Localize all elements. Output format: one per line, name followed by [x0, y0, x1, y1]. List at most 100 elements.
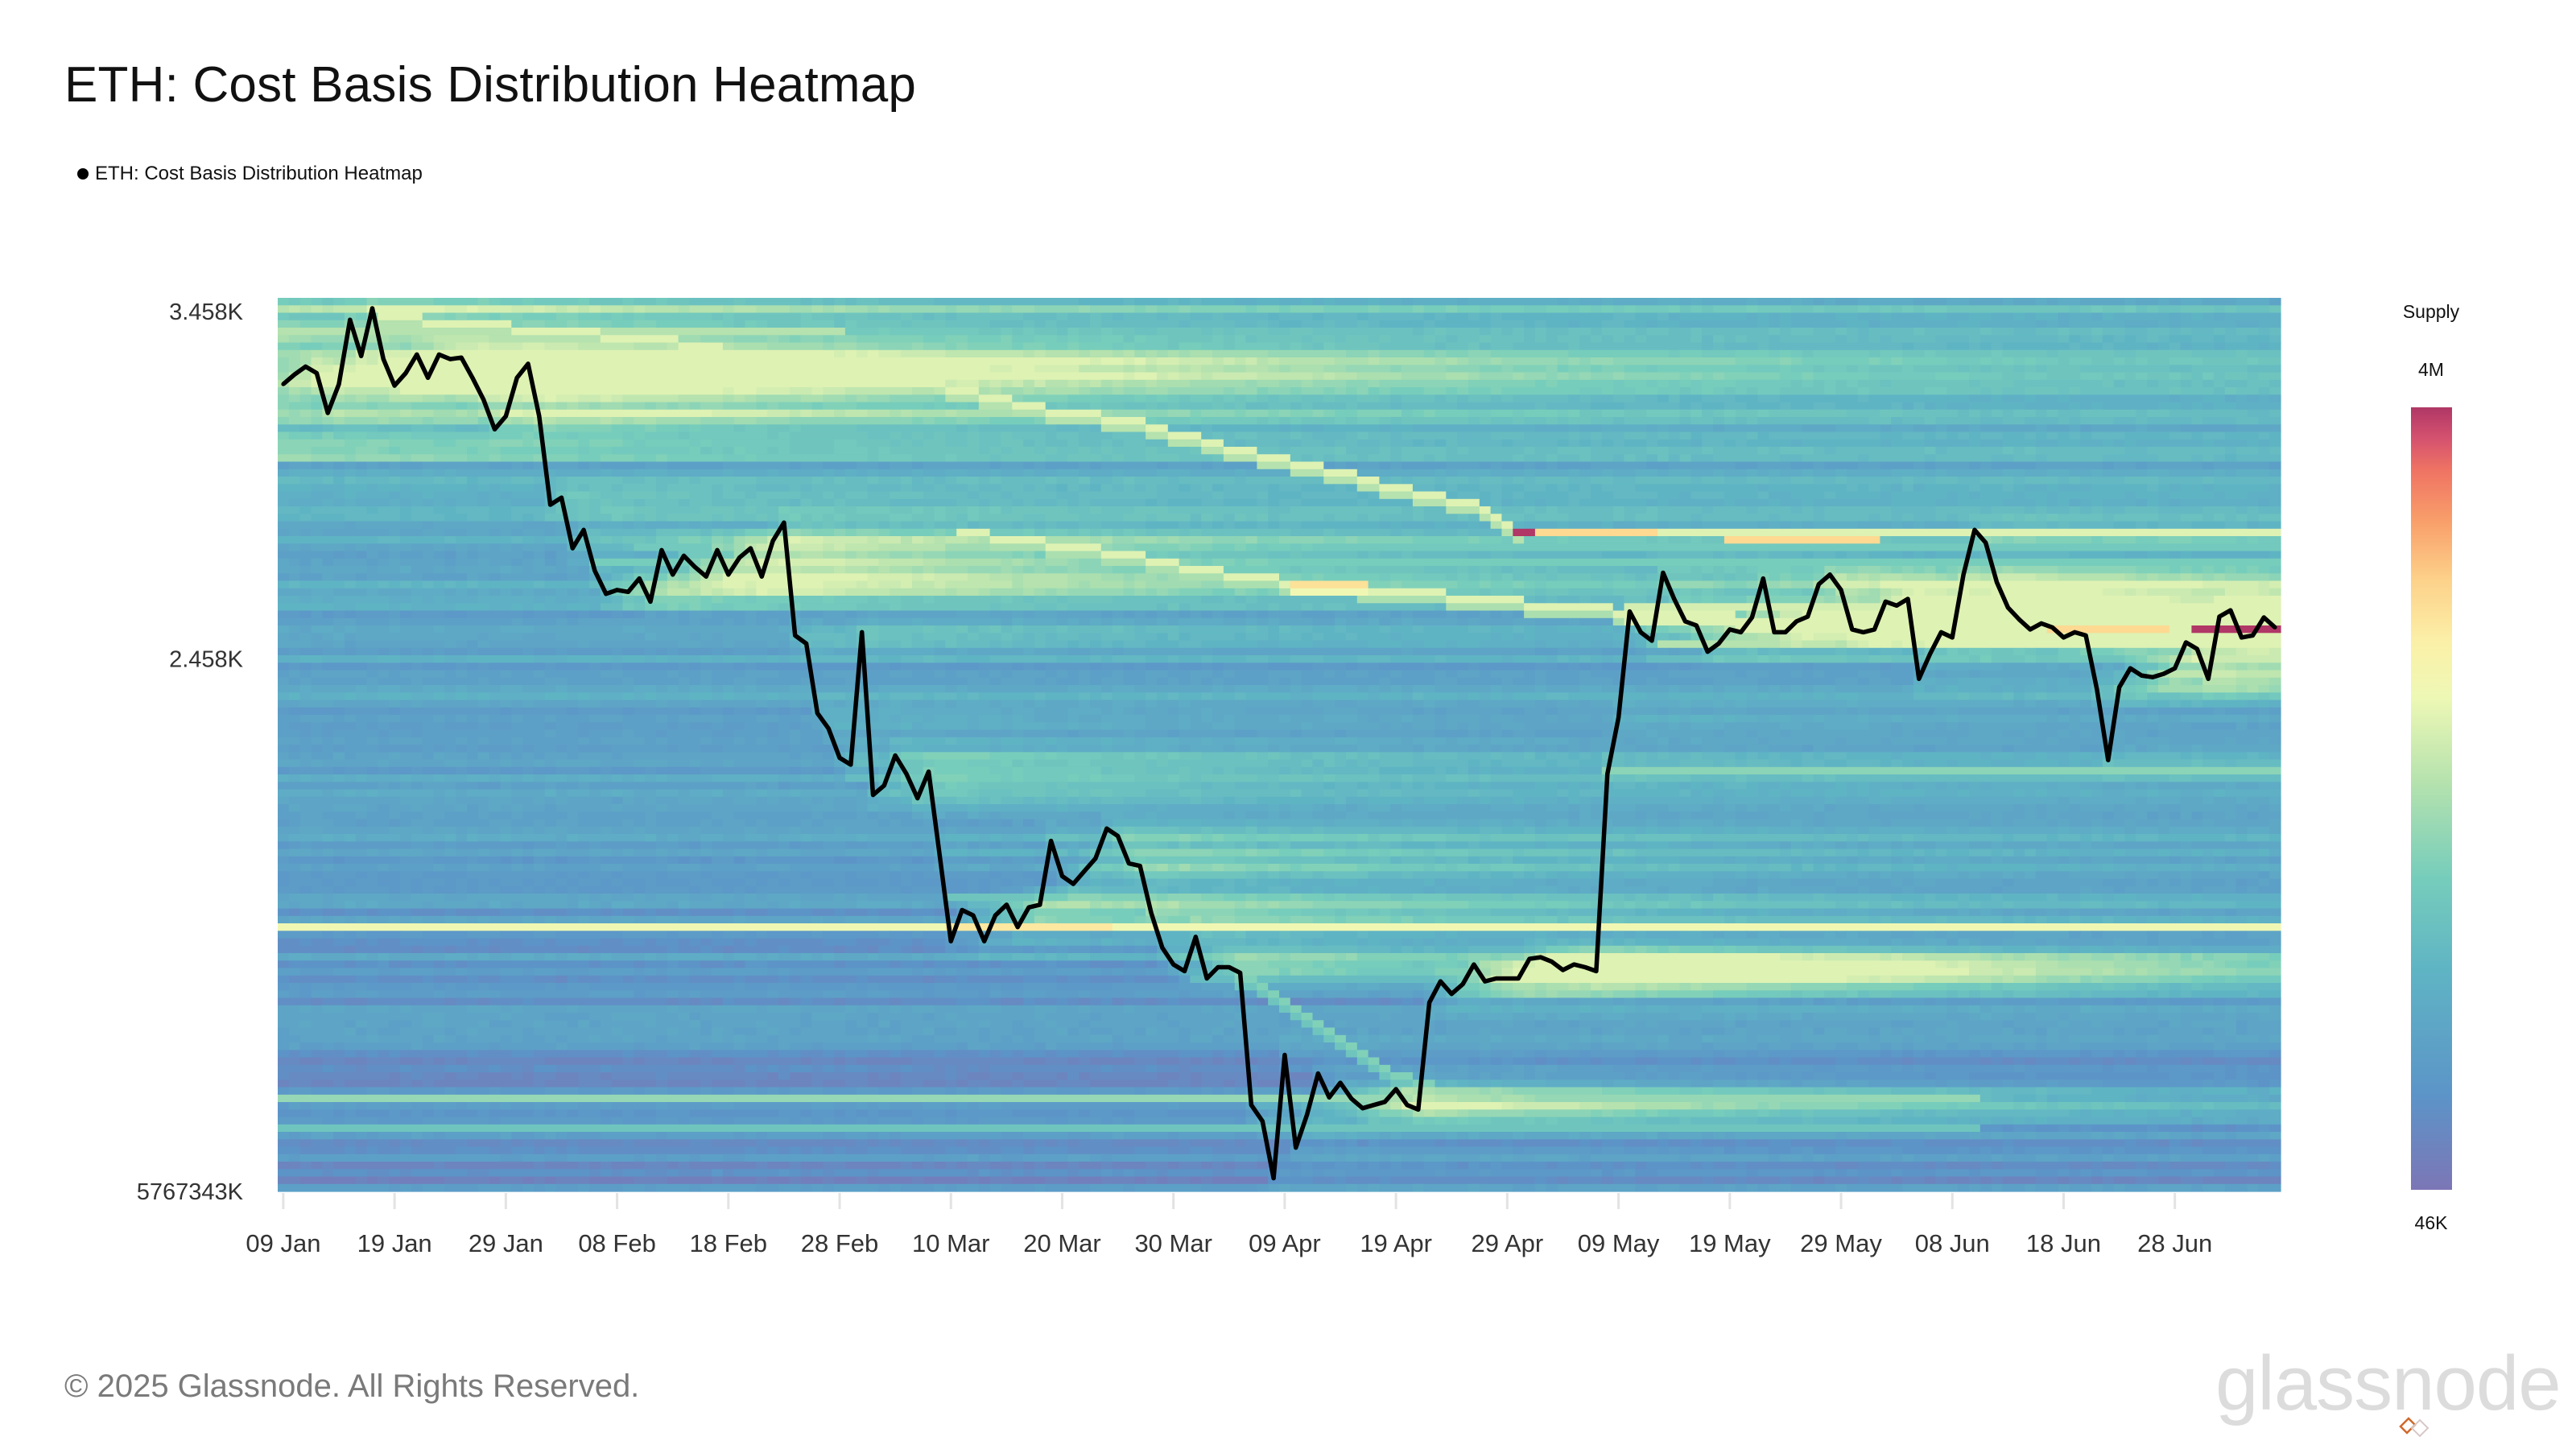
heatmap-cell [634, 707, 690, 716]
heatmap-cell [1568, 328, 1591, 336]
heatmap-cell [2147, 685, 2159, 693]
heatmap-cell [1958, 521, 1970, 530]
heatmap-cell [2069, 670, 2081, 679]
heatmap-cell [1679, 379, 1691, 388]
heatmap-cell [1134, 477, 1169, 485]
heatmap-cell [1769, 580, 1781, 589]
heatmap-cell [389, 417, 423, 425]
heatmap-cell [834, 491, 846, 500]
heatmap-cell [689, 610, 712, 619]
heatmap-cell [1757, 685, 1769, 693]
heatmap-cell [1090, 670, 1113, 679]
heatmap-cell [978, 328, 1001, 336]
heatmap-cell [1356, 409, 1402, 418]
heatmap-cell [2046, 372, 2081, 381]
heatmap-cell [968, 342, 1013, 351]
heatmap-cell [1356, 633, 1391, 642]
heatmap-cell [712, 439, 791, 448]
heatmap-cell [411, 580, 423, 589]
legend[interactable]: ETH: Cost Basis Distribution Heatmap [77, 163, 423, 185]
heatmap-cell [2091, 536, 2103, 544]
heatmap-cell [1524, 610, 1614, 619]
heatmap-cell [656, 424, 679, 433]
heatmap-cell [1368, 692, 1380, 701]
heatmap-cell [2235, 722, 2248, 731]
heatmap-cell [1446, 491, 1458, 500]
heatmap-cell [278, 670, 290, 679]
heatmap-cell [1067, 528, 1080, 537]
heatmap-cell [1045, 484, 1058, 493]
heatmap-cell [1190, 320, 1236, 328]
heatmap-cell [645, 655, 657, 663]
heatmap-cell [444, 536, 456, 544]
heatmap-cell [1724, 536, 1880, 544]
heatmap-cell [555, 394, 579, 403]
heatmap-cell [344, 439, 368, 448]
heatmap-cell [522, 528, 546, 537]
heatmap-cell [1223, 573, 1280, 582]
heatmap-cell [1601, 335, 1614, 344]
heatmap-cell [1880, 663, 1892, 671]
heatmap-cell [1468, 298, 1558, 306]
heatmap-cell [355, 447, 378, 455]
heatmap-cell [522, 737, 579, 745]
heatmap-cell [1112, 610, 1125, 619]
heatmap-cell [934, 647, 957, 656]
heatmap-cell [2147, 328, 2170, 336]
heatmap-cell [1045, 379, 1068, 388]
heatmap-cell [823, 305, 835, 314]
heatmap-cell [2269, 387, 2281, 395]
heatmap-cell [700, 596, 712, 604]
heatmap-cell [634, 566, 668, 574]
heatmap-cell [1412, 617, 1458, 626]
heatmap-cell [1601, 625, 1614, 634]
heatmap-cell [844, 617, 857, 626]
heatmap-cell [278, 558, 290, 567]
heatmap-cell [2091, 469, 2103, 477]
heatmap-cell [2147, 409, 2170, 418]
heatmap-cell [1946, 491, 1959, 500]
heatmap-cell [2180, 596, 2215, 604]
heatmap-cell [1446, 461, 1480, 470]
heatmap-cell [522, 320, 546, 328]
heatmap-cell [1546, 566, 1558, 574]
heatmap-cell [1201, 640, 1257, 649]
heatmap-cell [1201, 365, 1224, 374]
heatmap-cell [901, 715, 924, 723]
heatmap-cell [1245, 439, 1280, 448]
heatmap-cell [878, 707, 902, 716]
heatmap-cell [1379, 335, 1391, 344]
heatmap-cell [1257, 536, 1280, 544]
heatmap-cell [489, 491, 501, 500]
heatmap-cell [1201, 424, 1213, 433]
heatmap-cell [1657, 737, 1670, 745]
heatmap-cell [2058, 491, 2126, 500]
heatmap-cell [978, 625, 991, 634]
heatmap-cell [2147, 372, 2170, 381]
heatmap-cell [299, 625, 312, 634]
heatmap-cell [1223, 498, 1257, 507]
heatmap-cell [1390, 528, 1402, 537]
heatmap-cell [1724, 417, 1736, 425]
heatmap-cell [311, 640, 334, 649]
heatmap-cell [2113, 737, 2126, 745]
heatmap-cell [1323, 461, 1335, 470]
heatmap-cell [578, 514, 590, 522]
heatmap-cell [1157, 588, 1169, 597]
heatmap-cell [1234, 469, 1247, 477]
heatmap-cell [1868, 454, 1926, 463]
heatmap-cell [278, 394, 290, 403]
heatmap-cell [1624, 305, 1636, 314]
heatmap-cell [2046, 469, 2070, 477]
heatmap-cell [2214, 707, 2226, 716]
heatmap-cell [1501, 477, 1513, 485]
heatmap-cell [1090, 528, 1102, 537]
heatmap-cell [2191, 328, 2215, 336]
heatmap-cell [288, 387, 301, 395]
heatmap-cell [288, 335, 312, 344]
heatmap-cell [1857, 573, 1870, 582]
heatmap-cell [522, 558, 535, 567]
heatmap-cell [968, 566, 1002, 574]
heatmap-cell [1924, 663, 1937, 671]
heatmap-cell [1735, 409, 1758, 418]
